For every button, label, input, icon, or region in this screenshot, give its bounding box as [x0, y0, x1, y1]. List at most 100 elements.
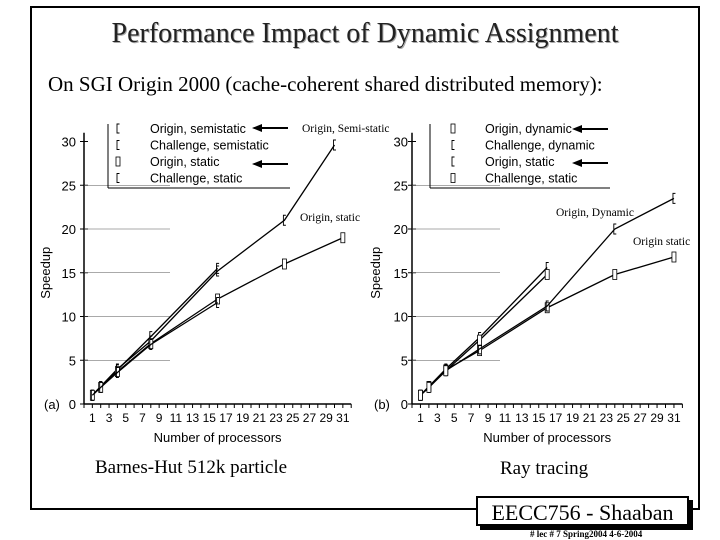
- chart1-x-tick-label: 17: [219, 411, 233, 425]
- chart1-x-tick-label: 5: [122, 411, 129, 425]
- chart1-x-tick-label: 3: [106, 411, 113, 425]
- chart2-legend-label-4: Challenge, static: [485, 172, 577, 186]
- chart1-legend-marker: [116, 123, 120, 134]
- chart1-annotation-2: Origin, static: [300, 212, 360, 224]
- footer-lecture-note: # lec # 7 Spring2004 4-6-2004: [530, 529, 643, 539]
- chart1-data-point: [216, 262, 220, 274]
- footer-course-box: EECC756 - Shaaban: [476, 496, 689, 526]
- chart2-legend-marker: [450, 173, 456, 183]
- chart2-y-tick-label: 0: [401, 397, 408, 412]
- chart2-annotation-2: Origin static: [633, 236, 690, 248]
- chart2-legend-label-3: Origin, static: [485, 155, 554, 169]
- chart1-x-tick-label: 27: [303, 411, 317, 425]
- chart1-data-point: [99, 381, 103, 393]
- chart2-x-tick-label: 21: [583, 411, 597, 425]
- chart1-x-tick-label: 19: [236, 411, 250, 425]
- chart2-y-tick-label: 20: [394, 222, 408, 237]
- chart2-x-tick-label: 19: [566, 411, 580, 425]
- chart1-data-point: [149, 339, 153, 350]
- chart1-data-point: [215, 293, 221, 305]
- slide-frame: [30, 6, 700, 510]
- chart2-y-tick-label: 30: [394, 135, 408, 150]
- chart1-data-point: [281, 258, 287, 270]
- chart1-x-tick-label: 31: [336, 411, 350, 425]
- slide-title: Performance Impact of Dynamic Assignment: [111, 18, 619, 49]
- chart2-legend-marker: [451, 140, 455, 150]
- chart1-legend-arrow-head: [252, 124, 262, 132]
- chart1-y-axis-label: Speedup: [38, 247, 53, 299]
- chart2-x-tick-label: 3: [434, 411, 441, 425]
- chart2-x-tick-label: 5: [451, 411, 458, 425]
- chart2-y-tick-label: 10: [394, 310, 408, 325]
- chart2-data-point: [613, 223, 617, 235]
- chart2-data-point: [612, 269, 618, 280]
- chart1-x-tick-label: 15: [203, 411, 217, 425]
- chart1-y-tick-label: 5: [69, 353, 76, 368]
- chart2-y-tick-label: 15: [394, 266, 408, 281]
- chart1-series-line-4: [91, 301, 218, 396]
- chart1-annotation-1: Origin, Semi-static: [302, 123, 390, 135]
- chart1-x-tick-label: 23: [269, 411, 283, 425]
- chart2-panel-label: (b): [374, 397, 390, 412]
- chart2-legend-marker: [450, 123, 456, 134]
- chart1-legend-marker: [115, 156, 121, 167]
- chart2-x-tick-label: 27: [633, 411, 647, 425]
- chart1-legend-arrow-head: [252, 160, 262, 168]
- chart1-legend-label-2: Challenge, semistatic: [150, 139, 269, 153]
- chart1-legend-marker: [116, 173, 120, 183]
- chart2-x-tick-label: 15: [532, 411, 546, 425]
- chart1-series-line-2: [91, 267, 219, 396]
- chart2-series-line-2: [420, 197, 675, 396]
- chart2-x-tick-label: 1: [417, 411, 424, 425]
- chart2-series-line-4: [420, 274, 548, 396]
- chart1-legend-marker: [116, 140, 120, 150]
- chart1-legend-label-3: Origin, static: [150, 155, 219, 169]
- chart1-legend-label-4: Challenge, static: [150, 172, 242, 186]
- chart2-x-tick-label: 23: [600, 411, 614, 425]
- chart2-x-tick-label: 31: [667, 411, 681, 425]
- chart2-x-tick-label: 7: [468, 411, 475, 425]
- chart2-x-tick-label: 11: [499, 411, 512, 425]
- chart2-annotation-1: Origin, Dynamic: [556, 207, 634, 219]
- chart2-data-point: [671, 251, 677, 263]
- chart1-x-tick-label: 29: [319, 411, 333, 425]
- chart2-data-point: [672, 192, 676, 204]
- caption-ray-tracing: Ray tracing: [500, 458, 589, 479]
- chart2-x-axis-label: Number of processors: [483, 430, 611, 445]
- chart2-x-tick-label: 9: [485, 411, 492, 425]
- chart2-legend-marker: [451, 156, 455, 167]
- chart1-data-point: [333, 139, 336, 151]
- chart1-y-tick-label: 25: [62, 178, 76, 193]
- chart2-data-point: [418, 389, 423, 401]
- chart1-x-tick-label: 9: [156, 411, 163, 425]
- chart2-x-tick-label: 25: [617, 411, 631, 425]
- chart2-data-point: [426, 381, 432, 393]
- chart2-data-point: [544, 269, 550, 280]
- chart2-x-tick-label: 17: [549, 411, 563, 425]
- chart1-data-point: [90, 389, 94, 401]
- chart1-panel-label: (a): [44, 397, 60, 412]
- chart1-x-tick-label: 25: [286, 411, 300, 425]
- chart2-legend-label-1: Origin, dynamic: [485, 122, 572, 136]
- chart1-data-point: [115, 367, 119, 378]
- chart2-data-point: [477, 334, 483, 346]
- chart2-data-point: [443, 365, 449, 377]
- chart2-x-tick-label: 13: [515, 411, 529, 425]
- chart1-y-tick-label: 15: [62, 266, 76, 281]
- slide-subtitle: On SGI Origin 2000 (cache-coherent share…: [48, 72, 603, 96]
- chart1-data-point: [282, 214, 286, 226]
- chart1-data-point: [340, 232, 346, 244]
- chart1-x-tick-label: 7: [139, 411, 146, 425]
- chart2-legend-arrow-head: [572, 159, 582, 167]
- chart2-x-tick-label: 29: [650, 411, 664, 425]
- chart1-y-tick-label: 10: [62, 310, 76, 325]
- caption-barnes-hut: Barnes-Hut 512k particle: [95, 457, 288, 478]
- chart1-x-tick-label: 11: [170, 411, 183, 425]
- chart1-x-tick-label: 21: [253, 411, 267, 425]
- chart1-data-point: [216, 297, 220, 308]
- chart2-legend-label-2: Challenge, dynamic: [485, 139, 595, 153]
- chart2-data-point: [545, 300, 549, 312]
- chart1-legend-label-1: Origin, semistatic: [150, 122, 246, 136]
- chart1-x-tick-label: 13: [186, 411, 200, 425]
